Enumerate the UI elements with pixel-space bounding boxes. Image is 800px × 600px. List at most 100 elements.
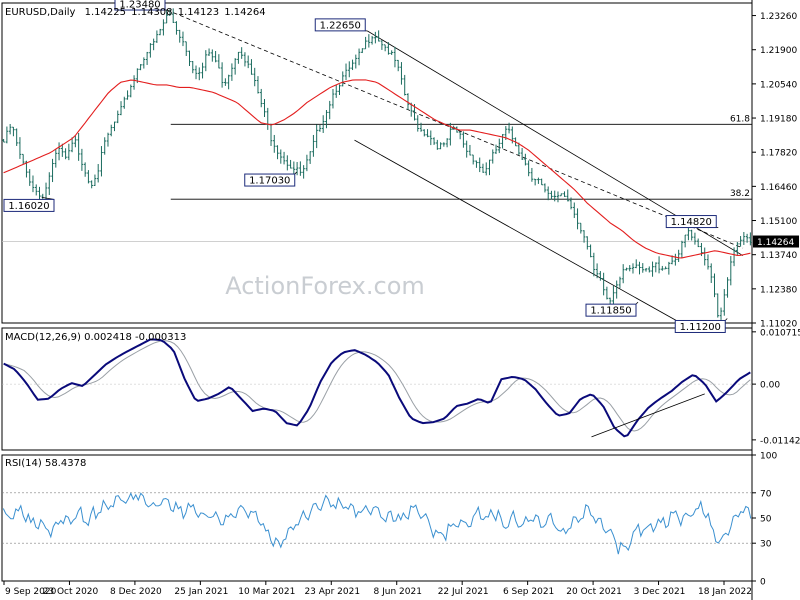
price-bar (436, 139, 439, 150)
price-bar (321, 115, 325, 133)
price-bar (429, 130, 433, 146)
price-bar (517, 142, 521, 156)
price-bar (100, 146, 103, 177)
price-bar (651, 261, 654, 277)
price-annotation: 1.11200 (674, 318, 728, 333)
price-bar (302, 165, 305, 179)
price-bar (227, 74, 230, 90)
price-bar (361, 48, 364, 54)
price-bar (599, 271, 602, 281)
price-bar (654, 262, 658, 273)
price-bar (201, 62, 204, 79)
x-tick-label: 3 Dec 2021 (634, 587, 686, 597)
price-bar (188, 50, 191, 67)
price-bar (739, 236, 742, 247)
price-bar (145, 51, 149, 65)
price-bar (475, 160, 478, 168)
price-bar (566, 189, 570, 202)
rsi-y-tick-label: 50 (760, 515, 772, 525)
rsi-y-tick-label: 0 (760, 578, 766, 588)
price-bar (445, 138, 449, 148)
price-bar (214, 50, 217, 63)
price-bar (282, 151, 286, 165)
price-bar (220, 62, 224, 88)
price-bar (34, 184, 38, 196)
price-bar (338, 84, 341, 96)
x-tick-label: 20 Oct 2021 (566, 587, 622, 597)
macd-frame (1, 327, 753, 451)
price-bar (602, 272, 605, 296)
price-bar (693, 232, 697, 245)
moving-average-line (3, 79, 751, 259)
price-bar (550, 190, 553, 200)
price-bar (64, 148, 67, 160)
price-bar (403, 74, 407, 96)
price-bar (246, 55, 250, 69)
rsi-y-tick-label: 100 (760, 452, 777, 462)
macd-line (3, 338, 751, 438)
price-bar (520, 147, 524, 160)
annotation-box (314, 18, 366, 32)
price-annotation: 1.16020 (3, 197, 55, 212)
annotation-box (665, 215, 717, 229)
price-frame (1, 2, 753, 324)
x-tick-label: 23 Oct 2020 (43, 587, 99, 597)
price-bar (722, 289, 726, 316)
price-bar (286, 155, 289, 171)
price-bar (696, 238, 700, 248)
last-price-label: 1.14264 (757, 238, 794, 248)
price-bar (377, 30, 380, 42)
price-y-tick-label: 1.20540 (760, 80, 797, 90)
price-y-tick-label: 1.13740 (760, 251, 797, 261)
price-bar (537, 177, 540, 184)
price-bar (90, 180, 93, 189)
price-panel: ActionForex.com 61.8 38.2 1.23480 1.22650 1.… (2, 0, 752, 333)
price-bar (299, 161, 302, 176)
price-annotation: 1.22650 (314, 18, 368, 32)
price-bar (224, 78, 227, 86)
rsi-title: RSI(14) 58.4378 (5, 458, 86, 469)
macd-panel (2, 338, 752, 438)
price-bar (113, 121, 116, 132)
price-bar (142, 57, 146, 69)
price-y-tick-label: 1.16460 (760, 183, 797, 193)
price-bar (354, 54, 358, 69)
price-bar (556, 191, 560, 203)
price-bar (732, 247, 736, 267)
price-bar (494, 144, 498, 155)
price-bar (331, 89, 335, 109)
price-bar (217, 54, 221, 69)
rsi-y-tick-label: 30 (760, 540, 772, 550)
price-bar (237, 51, 240, 64)
price-bar (256, 76, 260, 94)
price-bar (481, 163, 485, 173)
price-bar (259, 88, 263, 108)
price-bar (18, 137, 22, 159)
price-bar (240, 47, 243, 59)
price-bar (726, 277, 729, 298)
price-bar (171, 8, 175, 23)
price-bar (419, 122, 423, 132)
price-bar (152, 38, 155, 51)
annotation-label: 1.17030 (249, 176, 290, 187)
price-bar (139, 64, 142, 71)
price-bar (374, 31, 377, 44)
price-bar (426, 129, 429, 138)
price-bar (589, 244, 592, 258)
price-bar (233, 58, 237, 75)
macd-signal-line (3, 340, 751, 432)
price-bar (690, 229, 693, 241)
price-bar (109, 124, 113, 137)
price-bar (61, 143, 64, 157)
x-tick-label: 18 Jan 2022 (698, 587, 752, 597)
price-bar (184, 41, 188, 57)
price-bar (631, 263, 635, 274)
last-price-tag: 1.14264 (753, 235, 799, 248)
last-price-box (753, 235, 799, 248)
x-tick-label: 25 Jan 2021 (174, 587, 228, 597)
annotation-label: 1.14820 (671, 217, 712, 228)
watermark: ActionForex.com (225, 272, 425, 300)
annotation-label: 1.11200 (680, 322, 721, 333)
price-bar (47, 172, 51, 196)
price-bar (621, 264, 625, 284)
